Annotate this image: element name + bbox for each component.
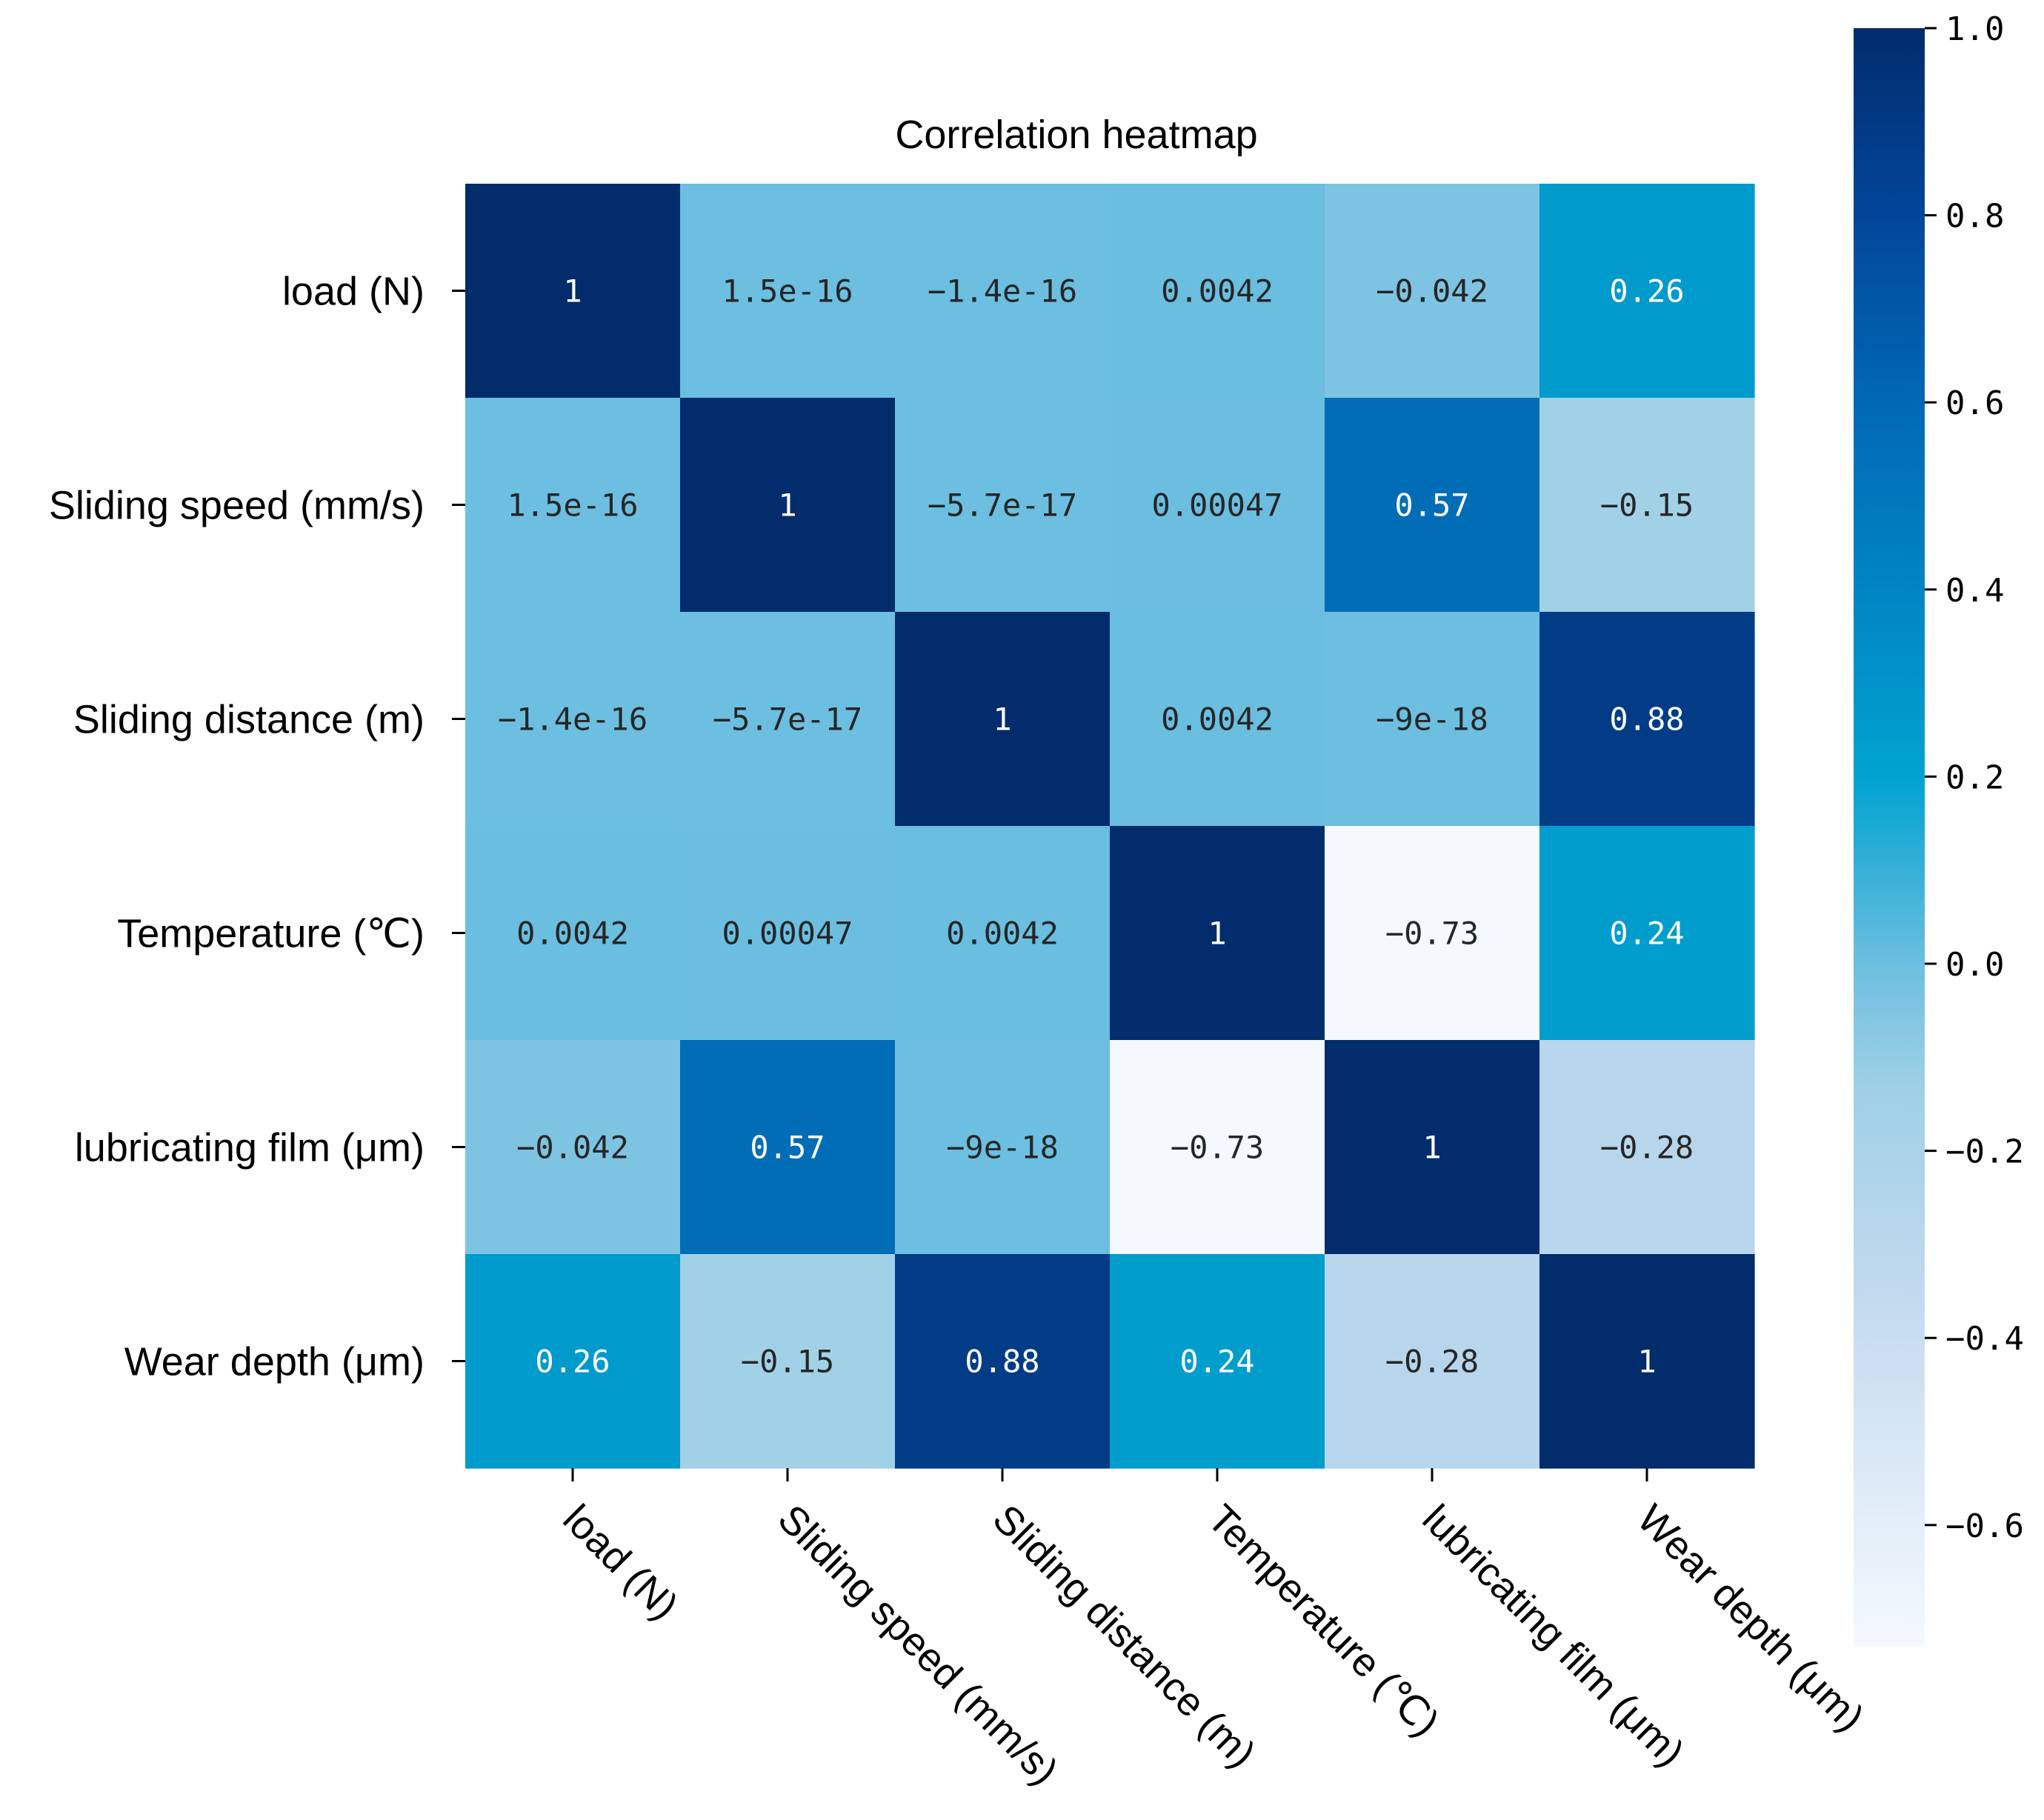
cell-annotation: 0.26: [1609, 273, 1684, 310]
colorbar-tick-label: 0.4: [1945, 572, 2004, 610]
heatmap-cell: [1539, 398, 1755, 613]
cell-annotation: −5.7e-17: [928, 487, 1077, 524]
heatmap-cell: [1110, 826, 1325, 1041]
heatmap-cell: [680, 184, 896, 399]
cell-annotation: −0.28: [1385, 1344, 1479, 1380]
heatmap-cell: [465, 1254, 681, 1469]
cell-annotation: 0.57: [750, 1130, 825, 1166]
chart-title: Correlation heatmap: [895, 113, 1257, 157]
heatmap-cell: [1110, 1040, 1325, 1255]
heatmap-cell: [1539, 1254, 1755, 1469]
y-tick-label: Sliding speed (mm/s): [49, 484, 425, 528]
cell-annotation: 0.26: [535, 1344, 610, 1380]
colorbar: 1.0 0.8 0.6 0.4 0.2 0.0 −0.2 −0.4 −0.6: [1854, 10, 2024, 1647]
cell-annotation: 1: [563, 273, 582, 310]
colorbar-tick-label: 0.8: [1945, 198, 2004, 236]
cell-annotation: 0.0042: [1161, 701, 1274, 738]
colorbar-tick-label: −0.2: [1945, 1133, 2024, 1171]
cell-annotation: 1.5e-16: [507, 487, 638, 524]
cell-annotation: 0.00047: [722, 916, 853, 952]
colorbar-tick-label: 1.0: [1945, 10, 2004, 48]
colorbar-tick-label: 0.2: [1945, 759, 2004, 796]
heatmap-cell: [1539, 184, 1755, 399]
heatmap-cell: [1325, 612, 1540, 827]
cell-annotation: 0.88: [965, 1344, 1039, 1380]
cell-annotation: 0.0042: [1161, 273, 1274, 310]
heatmap-cell: [1110, 612, 1325, 827]
heatmap-cell: [1110, 398, 1325, 613]
heatmap-cell: [1539, 612, 1755, 827]
heatmap-cell: [895, 612, 1111, 827]
cell-annotation: −1.4e-16: [928, 273, 1077, 310]
cell-annotation: −0.73: [1171, 1130, 1264, 1166]
heatmap-cell: [1325, 184, 1540, 399]
y-tick-label: Temperature (℃): [117, 912, 425, 956]
heatmap-cell: [1539, 1040, 1755, 1255]
heatmap-cell: [680, 612, 896, 827]
cell-annotation: −1.4e-16: [498, 701, 648, 738]
heatmap-cell: [1325, 826, 1540, 1041]
cell-annotation: −0.15: [1600, 487, 1694, 524]
heatmap-cell: [1110, 1254, 1325, 1469]
cell-annotation: 0.24: [1179, 1344, 1254, 1380]
cell-annotation: −9e-18: [946, 1130, 1059, 1166]
heatmap-cell: [1325, 1254, 1540, 1469]
cell-annotation: 0.0042: [946, 916, 1059, 952]
x-tick-label: Wear depth (μm): [1629, 1496, 1873, 1740]
cell-annotation: −9e-18: [1376, 701, 1488, 738]
heatmap-cell: [680, 398, 896, 613]
cell-annotation: 1.5e-16: [722, 273, 853, 310]
x-tick-label: load (N): [555, 1496, 687, 1628]
heatmap-cell: [1325, 1040, 1540, 1255]
colorbar-tick-label: −0.4: [1945, 1320, 2024, 1358]
colorbar-tick-label: 0.6: [1945, 384, 2004, 422]
y-tick-label: Sliding distance (m): [73, 698, 425, 742]
heatmap-cells: [465, 184, 1755, 1469]
cell-annotation: −0.15: [741, 1344, 834, 1380]
heatmap-cell: [1539, 826, 1755, 1041]
heatmap-cell: [680, 1254, 896, 1469]
cell-annotation: −0.042: [516, 1130, 629, 1166]
cell-annotation: 1: [1637, 1344, 1656, 1380]
heatmap-cell: [465, 1040, 681, 1255]
heatmap-cell: [895, 184, 1111, 399]
heatmap-cell: [680, 826, 896, 1041]
cell-annotation: 1: [1208, 916, 1226, 952]
heatmap-cell: [895, 1254, 1111, 1469]
heatmap-cell: [895, 398, 1111, 613]
cell-annotation: 0.57: [1394, 487, 1469, 524]
x-axis: load (N) Sliding speed (mm/s)Sliding dist…: [555, 1468, 1873, 1793]
colorbar-tick-label: 0.0: [1945, 946, 2004, 984]
heatmap-cell: [1325, 398, 1540, 613]
x-tick-label: Temperature (℃): [1199, 1496, 1448, 1745]
cell-annotation: 1: [1422, 1130, 1441, 1166]
cell-annotation: −5.7e-17: [713, 701, 862, 738]
heatmap-cell: [680, 1040, 896, 1255]
y-tick-label: load (N): [282, 270, 425, 314]
cell-annotation: −0.042: [1376, 273, 1488, 310]
heatmap-cell: [465, 612, 681, 827]
heatmap-cell: [465, 398, 681, 613]
y-tick-label: Wear depth (μm): [124, 1340, 425, 1384]
cell-annotation: 1: [778, 487, 796, 524]
cell-annotation: 0.24: [1609, 916, 1684, 952]
cell-annotation: 0.88: [1609, 701, 1684, 738]
heatmap-cell: [895, 826, 1111, 1041]
cell-annotation: 1: [993, 701, 1011, 738]
colorbar-ticks: 1.0 0.8 0.6 0.4 0.2 0.0 −0.2 −0.4 −0.6: [1925, 10, 2024, 1545]
y-axis: load (N) Sliding speed (mm/s) Sliding dist…: [49, 270, 465, 1384]
y-tick-label: lubricating film (μm): [75, 1126, 425, 1170]
colorbar-gradient: [1854, 28, 1925, 1647]
colorbar-tick-label: −0.6: [1945, 1507, 2024, 1545]
heatmap-cell: [465, 826, 681, 1041]
cell-annotation: −0.73: [1385, 916, 1479, 952]
cell-annotation: 0.00047: [1151, 487, 1282, 524]
cell-annotation: 0.0042: [516, 916, 629, 952]
heatmap-cell: [895, 1040, 1111, 1255]
heatmap-cell: [465, 184, 681, 399]
heatmap-cell: [1110, 184, 1325, 399]
cell-annotation: −0.28: [1600, 1130, 1694, 1166]
cell-annotations: 1 1.5e-16 −1.4e-16 0.0042 −0.042 0.26 1.5e-16 1…: [498, 273, 1694, 1380]
